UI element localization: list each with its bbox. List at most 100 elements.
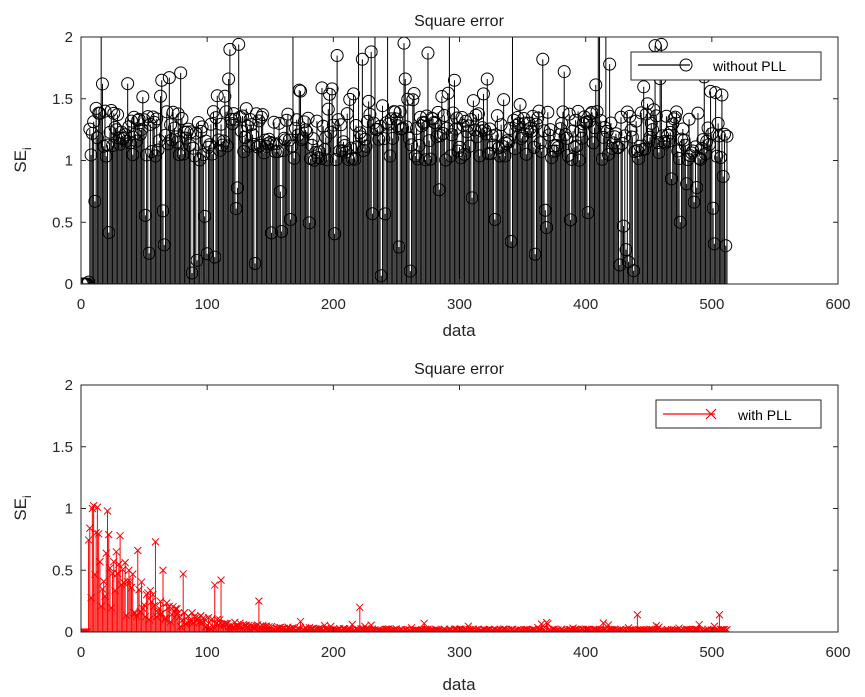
bottom-stem-marker (98, 585, 107, 593)
top-stem-marker (174, 66, 188, 80)
bottom-stem-marker (84, 536, 93, 544)
bottom-stem-marker (427, 627, 436, 632)
top-stem-marker (709, 86, 723, 100)
bottom-stem-marker (647, 626, 656, 632)
bottom-stem-marker (719, 625, 728, 632)
top-stem-marker (253, 138, 267, 152)
top-stem-marker (542, 128, 556, 142)
bottom-stem-marker (130, 608, 138, 617)
top-stem-marker (386, 131, 400, 145)
top-stem-marker (355, 52, 369, 66)
bottom-stem-marker (133, 546, 142, 555)
top-x-axis-label: data (442, 321, 476, 340)
bottom-plot: Square error 0 100 200 300 400 500 600 0 0.5 1 1.5… (11, 361, 851, 694)
top-stem-marker (513, 98, 527, 112)
top-stem-marker (700, 134, 714, 148)
bottom-ticks: 0 100 200 300 400 500 600 0 0.5 1 1.5 2 (52, 377, 850, 661)
bottom-stem-marker (112, 547, 121, 556)
top-stem-marker (556, 105, 570, 119)
top-stem-marker (498, 149, 512, 163)
top-stem-marker (321, 102, 335, 116)
top-x-tick-label: 0 (77, 296, 85, 313)
top-stem-marker (171, 107, 185, 121)
top-x-tick-label: 400 (573, 296, 598, 313)
top-y-axis-label: SEi (11, 147, 34, 172)
bottom-x-tick-label: 200 (321, 644, 346, 661)
bottom-x-tick-label: 400 (573, 644, 598, 661)
bottom-stem-marker (106, 564, 114, 573)
top-stem-marker (104, 104, 118, 118)
bottom-stem-marker (159, 566, 167, 575)
top-stem-marker (294, 84, 308, 98)
top-stem-marker (644, 116, 658, 130)
top-stem-marker (372, 132, 386, 146)
top-stem-marker (557, 65, 571, 79)
top-y-label-sub: i (20, 147, 34, 150)
top-stem-marker (132, 112, 146, 126)
bottom-stem-marker (699, 627, 707, 632)
top-stem-marker (421, 46, 435, 60)
top-stem-marker (235, 109, 249, 123)
bottom-stem-marker (121, 558, 130, 567)
top-stem-marker (398, 72, 412, 86)
top-stem-marker (667, 112, 681, 126)
top-stem-marker (232, 37, 246, 51)
top-stem-marker (532, 104, 546, 118)
bottom-stem-marker (103, 507, 112, 515)
top-stem-marker (606, 136, 620, 150)
bottom-stem-marker (127, 583, 136, 592)
top-stem-marker (314, 151, 328, 165)
top-stem-marker (95, 77, 109, 91)
top-stem-marker (206, 105, 220, 119)
top-stem-marker (338, 138, 352, 152)
top-stem-marker (136, 90, 150, 104)
top-y-tick-label: 0.5 (52, 214, 73, 231)
top-plot: Square error 0 100 200 300 400 500 600 0 0.5 1 1.5… (11, 13, 851, 340)
top-stem-marker (629, 114, 643, 128)
top-y-tick-label: 1 (65, 153, 73, 170)
top-stem-marker (469, 108, 483, 122)
top-x-tick-label: 300 (447, 296, 472, 313)
top-stem-marker (227, 107, 241, 121)
bottom-x-tick-label: 600 (825, 644, 850, 661)
top-stem-marker (668, 110, 682, 124)
top-stem-marker (359, 139, 373, 153)
top-stem-marker (688, 140, 702, 154)
bottom-stem-marker (432, 625, 441, 632)
top-y-tick-label: 0 (65, 276, 73, 293)
bottom-y-tick-label: 1.5 (52, 439, 73, 456)
top-stem-marker (268, 145, 282, 159)
bottom-x-axis-label: data (442, 675, 476, 694)
top-stem-marker (360, 114, 374, 128)
top-stem-marker (377, 132, 391, 146)
top-stem-marker (533, 136, 547, 150)
top-stem-marker (209, 111, 223, 125)
bottom-stem-marker (175, 612, 184, 621)
bottom-stem-marker (715, 610, 724, 619)
top-stem-marker (218, 89, 232, 103)
top-stem-marker (637, 80, 651, 94)
bottom-stem-marker (361, 622, 369, 631)
bottom-y-tick-label: 0.5 (52, 562, 73, 579)
top-legend-marker (679, 58, 693, 72)
top-stem-marker (609, 127, 623, 141)
top-stem-marker (416, 115, 430, 129)
bottom-stem-marker (493, 626, 502, 632)
top-y-tick-label: 2 (65, 29, 73, 46)
top-stem-marker (521, 124, 535, 138)
top-stem-marker (649, 109, 663, 123)
bottom-stem-marker (147, 597, 156, 606)
bottom-stem-marker (296, 617, 305, 626)
bottom-stem-marker (552, 626, 561, 632)
top-stem-marker (195, 120, 209, 134)
bottom-stem-marker (633, 610, 642, 619)
bottom-stem-marker (162, 599, 171, 607)
bottom-stem-marker (215, 616, 224, 624)
top-stem-marker (219, 105, 233, 119)
top-stem-marker (402, 131, 416, 145)
top-stem-marker (720, 129, 734, 143)
top-legend-label: without PLL (712, 58, 786, 74)
top-stem-marker (541, 105, 555, 119)
top-stem-marker (166, 105, 180, 119)
